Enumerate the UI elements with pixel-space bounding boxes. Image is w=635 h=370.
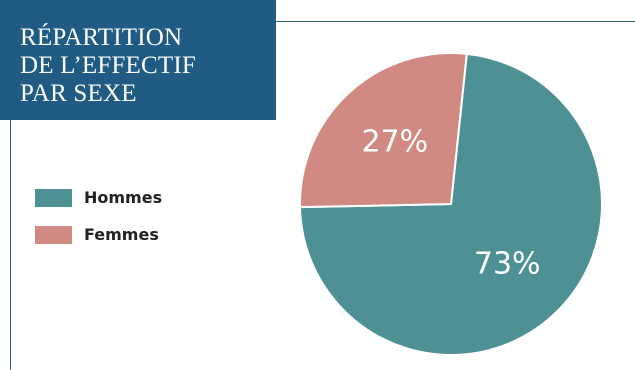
legend: Hommes Femmes [35, 188, 162, 262]
legend-swatch-femmes [35, 225, 72, 244]
legend-swatch-hommes [35, 188, 72, 207]
slice-label-hommes: 73% [474, 247, 541, 282]
legend-item-femmes: Femmes [35, 225, 162, 244]
pie-slice-femmes [299, 52, 468, 209]
left-rule [10, 120, 11, 370]
legend-label-femmes: Femmes [84, 225, 159, 244]
title-box: RÉPARTITION DE L’EFFECTIF PAR SEXE [0, 0, 276, 120]
slice-label-femmes: 27% [361, 124, 428, 159]
legend-item-hommes: Hommes [35, 188, 162, 207]
top-rule [276, 21, 635, 22]
legend-label-hommes: Hommes [84, 188, 163, 207]
chart-title: RÉPARTITION DE L’EFFECTIF PAR SEXE [20, 24, 197, 107]
